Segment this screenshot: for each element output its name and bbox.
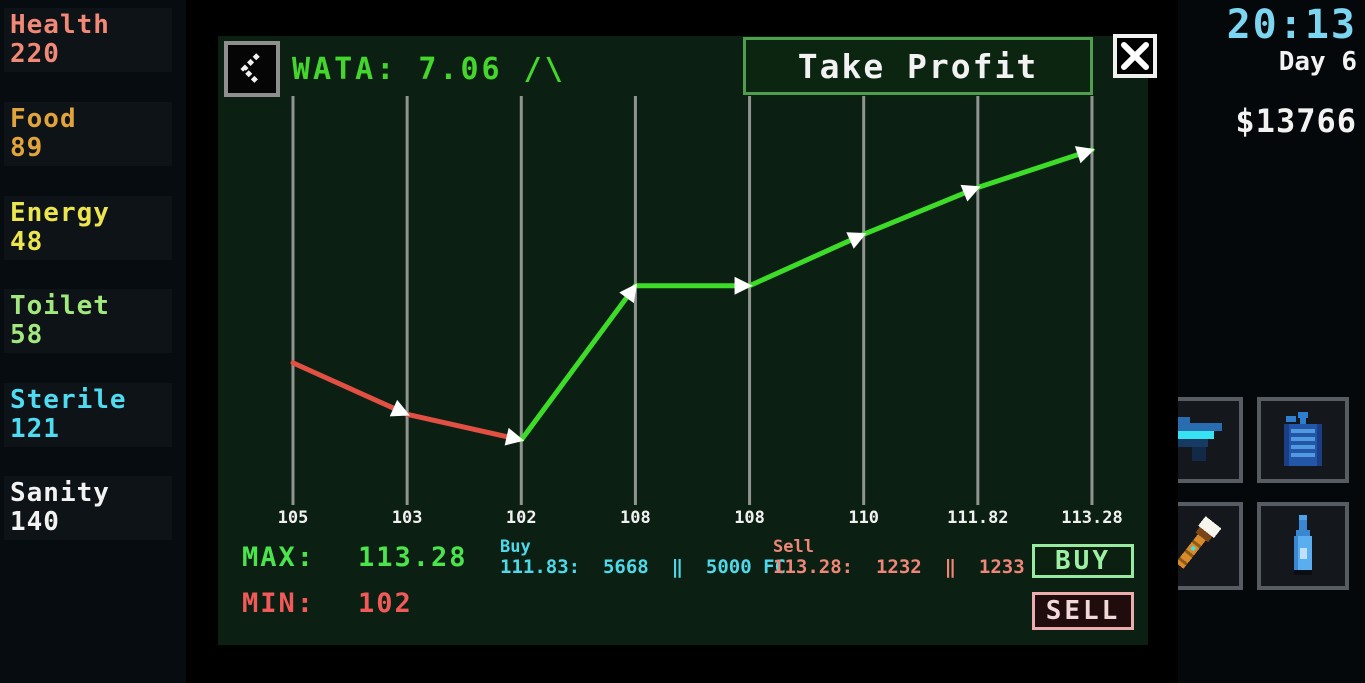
stat-food: Food 89 — [4, 102, 172, 166]
price-line-segment — [518, 283, 638, 443]
market-panel: WATA: 7.06 /\ Take Profit 105 103 102 108 10… — [218, 36, 1148, 645]
data-point-marker — [960, 184, 981, 202]
data-point-marker — [734, 276, 753, 295]
buy-button[interactable]: BUY — [1032, 544, 1134, 578]
buy-info: Buy 111.83: 5668 ‖ 5000 FC — [500, 538, 786, 578]
x-axis-label: 108 — [620, 508, 651, 528]
min-label: MIN: — [242, 588, 316, 619]
inventory-slot-torch[interactable] — [1178, 502, 1243, 590]
sell-button[interactable]: SELL — [1032, 592, 1134, 630]
data-point-marker — [846, 232, 867, 249]
hud-right: 20:13 Day 6 $13766 — [1178, 0, 1365, 683]
min-row: MIN: 102 — [242, 588, 413, 619]
stat-health: Health 220 — [4, 8, 172, 72]
sell-info: Sell 113.28: 1232 ‖ 1233 FC — [773, 538, 1059, 578]
stat-energy: Energy 48 — [4, 196, 172, 260]
x-axis-label: 105 — [278, 508, 309, 528]
sell-info-title: Sell — [773, 537, 814, 557]
data-point-marker — [619, 283, 638, 304]
close-icon — [1121, 42, 1149, 70]
stat-label: Toilet — [10, 291, 110, 321]
inventory-slot-bottle[interactable] — [1257, 502, 1349, 590]
stat-value: 48 — [10, 227, 44, 257]
take-profit-button[interactable]: Take Profit — [743, 37, 1093, 95]
max-label: MAX: — [242, 542, 316, 573]
clock: 20:13 Day 6 — [1227, 4, 1357, 76]
data-point-marker — [504, 427, 525, 446]
stat-value: 121 — [10, 414, 60, 444]
back-button[interactable] — [224, 41, 280, 97]
price-line-segment — [975, 147, 1095, 191]
stat-label: Health — [10, 10, 110, 40]
back-chevron-icon — [240, 53, 260, 85]
x-axis-label: 111.82 — [947, 508, 1008, 528]
stat-value: 140 — [10, 507, 60, 537]
buy-info-line: 111.83: 5668 ‖ 5000 FC — [500, 556, 786, 578]
close-button[interactable] — [1113, 34, 1157, 78]
max-row: MAX: 113.28 — [242, 542, 468, 573]
price-line-segment — [404, 411, 524, 443]
water-canister-icon — [1284, 412, 1322, 466]
panel-title: WATA: 7.06 /\ — [292, 52, 566, 87]
stat-toilet: Toilet 58 — [4, 289, 172, 353]
inventory-slot-gun[interactable] — [1178, 397, 1243, 483]
x-axis-label: 102 — [506, 508, 537, 528]
min-value: 102 — [358, 588, 413, 619]
time-display: 20:13 — [1226, 2, 1357, 48]
stat-value: 89 — [10, 133, 44, 163]
stats-sidebar: Health 220 Food 89 Energy 48 Toilet 58 S… — [0, 0, 186, 683]
buy-info-title: Buy — [500, 537, 531, 557]
stat-label: Sanity — [10, 478, 110, 508]
day-display: Day 6 — [1278, 47, 1357, 77]
gun-icon — [1178, 417, 1222, 461]
price-line-segment — [747, 231, 867, 289]
stat-value: 220 — [10, 39, 60, 69]
stat-sterile: Sterile 121 — [4, 383, 172, 447]
max-value: 113.28 — [358, 542, 468, 573]
data-point-marker — [389, 399, 410, 417]
x-axis-label: 103 — [392, 508, 423, 528]
stat-label: Sterile — [10, 385, 127, 415]
data-point-marker — [1074, 146, 1095, 164]
stat-sanity: Sanity 140 — [4, 476, 172, 540]
money-display: $13766 — [1235, 102, 1357, 140]
stat-label: Energy — [10, 198, 110, 228]
sell-info-line: 113.28: 1232 ‖ 1233 FC — [773, 556, 1059, 578]
price-line-segment — [290, 360, 410, 417]
price-chart: 105 103 102 108 108 110 111.82 113.28 — [278, 96, 1123, 528]
x-axis-label: 113.28 — [1061, 508, 1122, 528]
inventory-slot-water-canister[interactable] — [1257, 397, 1349, 483]
bottle-icon — [1294, 515, 1312, 575]
stat-label: Food — [10, 104, 77, 134]
x-axis-label: 110 — [848, 508, 879, 528]
stat-value: 58 — [10, 320, 44, 350]
x-axis-label: 108 — [734, 508, 765, 528]
torch-icon — [1178, 516, 1222, 569]
price-line-segment — [861, 185, 981, 237]
